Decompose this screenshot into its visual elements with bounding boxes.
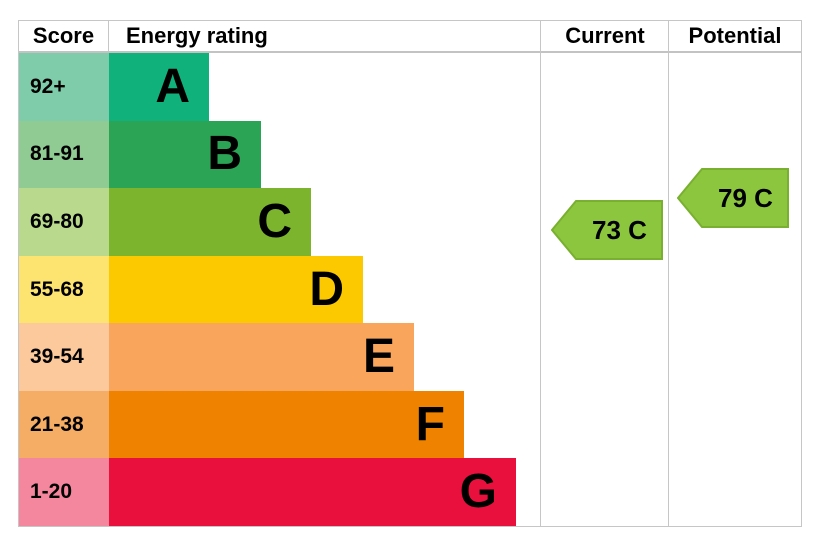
band-letter-d: D: [309, 262, 344, 316]
left-arrow-icon: [677, 168, 789, 228]
band-letter-c: C: [257, 194, 292, 248]
score-range-g: 1-20: [19, 458, 109, 527]
band-bar-b: B: [109, 120, 261, 189]
band-bar-d: D: [109, 255, 363, 324]
band-bar-e: E: [109, 323, 414, 391]
band-bar-g: G: [109, 458, 516, 527]
band-letter-e: E: [362, 330, 395, 384]
score-range-c: 69-80: [19, 188, 109, 256]
table-header-row: Score Energy rating Current Potential: [19, 21, 801, 53]
potential-rating-arrow: 79 C: [677, 168, 789, 228]
current-column-divider: [540, 21, 541, 526]
band-letter-a: A: [155, 59, 190, 113]
band-bar-f: F: [109, 390, 464, 459]
epc-table: Score Energy rating Current Potential 92…: [18, 20, 802, 527]
score-column-header: Score: [19, 21, 109, 51]
band-rows: 92+ A 81-91 B 69-80 C 55-68 D 39-54 E 21…: [19, 53, 801, 527]
potential-column-divider: [668, 21, 669, 526]
band-bar-a: A: [109, 53, 209, 121]
band-letter-g: G: [459, 465, 497, 519]
score-range-a: 92+: [19, 53, 109, 121]
band-row-f: 21-38 F: [19, 390, 801, 459]
current-column-header: Current: [565, 23, 645, 48]
energy-rating-column-header: Energy rating: [126, 23, 268, 48]
band-row-e: 39-54 E: [19, 323, 801, 391]
potential-rating-value: 79 C: [718, 182, 773, 213]
current-rating-value: 73 C: [592, 214, 647, 245]
band-row-b: 81-91 B: [19, 120, 801, 189]
potential-column-header: Potential: [688, 23, 782, 48]
score-range-f: 21-38: [19, 390, 109, 459]
band-row-c: 69-80 C: [19, 188, 801, 256]
band-letter-b: B: [207, 127, 242, 181]
band-letter-f: F: [415, 397, 445, 451]
band-row-g: 1-20 G: [19, 458, 801, 527]
score-range-d: 55-68: [19, 255, 109, 324]
band-bar-c: C: [109, 188, 311, 256]
band-row-d: 55-68 D: [19, 255, 801, 324]
current-rating-arrow: 73 C: [551, 200, 663, 260]
score-range-e: 39-54: [19, 323, 109, 391]
score-range-b: 81-91: [19, 120, 109, 189]
band-row-a: 92+ A: [19, 53, 801, 121]
left-arrow-icon: [551, 200, 663, 260]
